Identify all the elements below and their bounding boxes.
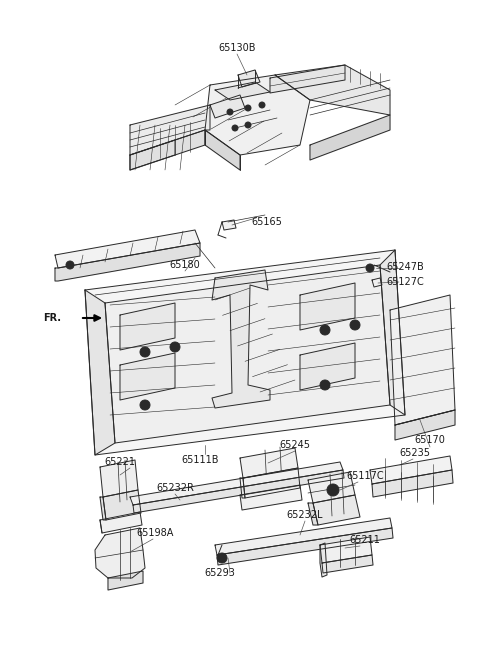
Polygon shape	[372, 278, 382, 287]
Polygon shape	[205, 75, 310, 155]
Polygon shape	[210, 95, 245, 118]
Text: 65127C: 65127C	[386, 277, 424, 287]
Polygon shape	[243, 468, 300, 498]
Polygon shape	[133, 470, 344, 513]
Circle shape	[140, 400, 150, 410]
Text: 65232R: 65232R	[156, 483, 194, 493]
Text: 65211: 65211	[349, 535, 381, 545]
Polygon shape	[130, 462, 343, 505]
Text: FR.: FR.	[43, 313, 61, 323]
Circle shape	[327, 484, 339, 496]
Text: 65235: 65235	[399, 448, 431, 458]
Polygon shape	[85, 290, 115, 455]
Polygon shape	[215, 82, 270, 100]
Circle shape	[140, 347, 150, 357]
Text: 65130B: 65130B	[218, 43, 256, 53]
Polygon shape	[205, 130, 240, 170]
Polygon shape	[313, 495, 360, 525]
Polygon shape	[320, 537, 372, 563]
Circle shape	[350, 320, 360, 330]
Polygon shape	[95, 528, 145, 578]
Circle shape	[217, 553, 227, 563]
Polygon shape	[240, 485, 302, 510]
Polygon shape	[308, 472, 355, 503]
Text: 65232L: 65232L	[287, 510, 323, 520]
Polygon shape	[55, 230, 200, 268]
Polygon shape	[308, 503, 318, 525]
Polygon shape	[217, 528, 393, 565]
Text: 65111B: 65111B	[181, 455, 219, 465]
Polygon shape	[130, 130, 205, 170]
Text: 65165: 65165	[252, 217, 282, 227]
Text: 65293: 65293	[204, 568, 235, 578]
Polygon shape	[395, 410, 455, 440]
Text: 65117C: 65117C	[346, 471, 384, 481]
Text: 65221: 65221	[105, 457, 135, 467]
Polygon shape	[85, 250, 405, 455]
Text: 65245: 65245	[279, 440, 311, 450]
Circle shape	[245, 122, 251, 128]
Polygon shape	[380, 250, 405, 415]
Polygon shape	[372, 470, 453, 497]
Polygon shape	[270, 65, 345, 93]
Circle shape	[170, 342, 180, 352]
Polygon shape	[300, 343, 355, 390]
Polygon shape	[100, 512, 142, 533]
Polygon shape	[103, 490, 141, 520]
Text: 65170: 65170	[415, 435, 445, 445]
Polygon shape	[130, 140, 175, 170]
Polygon shape	[100, 460, 138, 497]
Polygon shape	[370, 456, 452, 484]
Circle shape	[232, 125, 238, 131]
Polygon shape	[215, 518, 392, 555]
Text: 65247B: 65247B	[386, 262, 424, 272]
Polygon shape	[222, 220, 236, 230]
Polygon shape	[120, 353, 175, 400]
Polygon shape	[212, 270, 270, 408]
Text: 65198A: 65198A	[136, 528, 174, 538]
Polygon shape	[105, 265, 390, 443]
Polygon shape	[120, 303, 175, 350]
Polygon shape	[100, 497, 106, 520]
Text: 65180: 65180	[169, 260, 200, 270]
Polygon shape	[238, 70, 260, 87]
Circle shape	[227, 109, 233, 115]
Circle shape	[259, 102, 265, 108]
Polygon shape	[275, 65, 390, 115]
Polygon shape	[55, 243, 200, 281]
Polygon shape	[300, 283, 355, 330]
Circle shape	[66, 261, 74, 269]
Circle shape	[320, 380, 330, 390]
Polygon shape	[108, 571, 143, 590]
Circle shape	[320, 325, 330, 335]
Polygon shape	[240, 448, 298, 478]
Polygon shape	[390, 295, 455, 425]
Circle shape	[245, 105, 251, 111]
Polygon shape	[310, 115, 390, 160]
Polygon shape	[320, 543, 327, 577]
Polygon shape	[240, 478, 245, 498]
Polygon shape	[130, 105, 210, 155]
Circle shape	[366, 264, 374, 272]
Polygon shape	[322, 555, 373, 573]
